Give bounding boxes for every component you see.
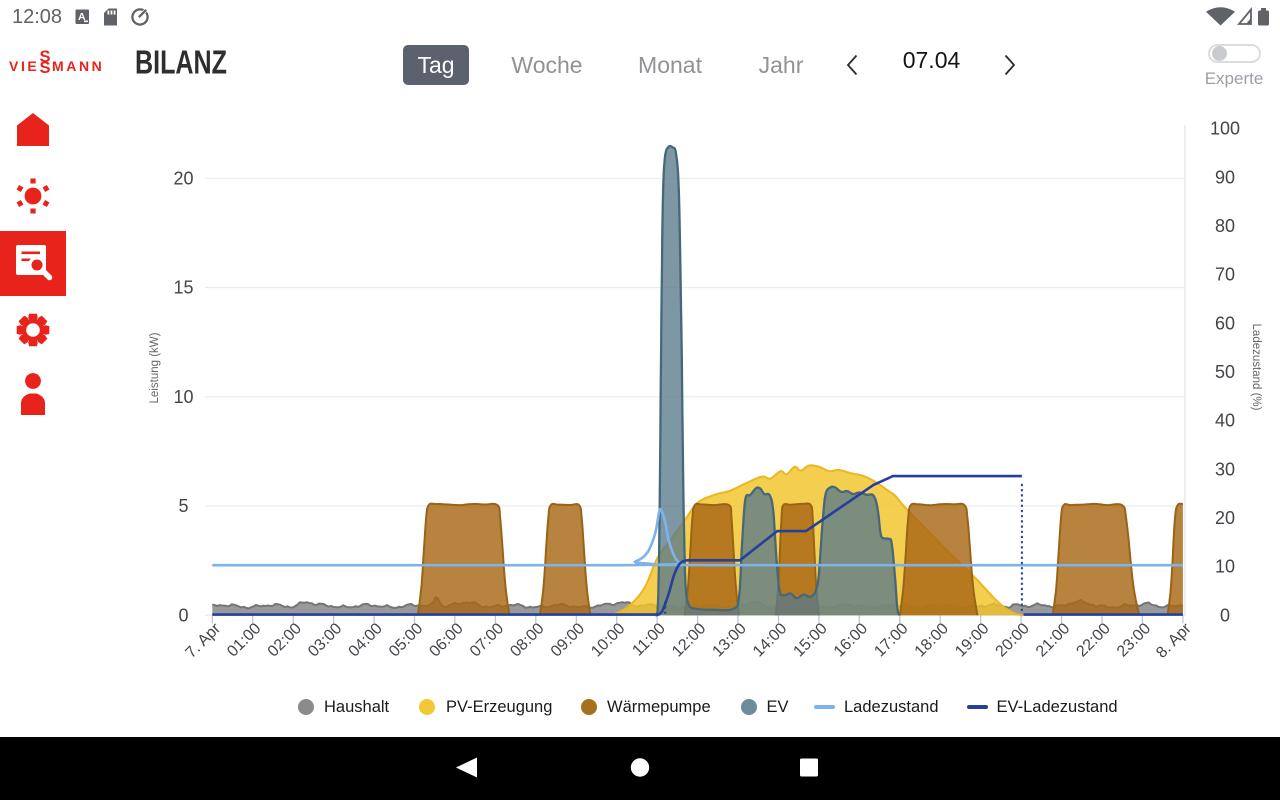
svg-text:11:00: 11:00 — [629, 620, 669, 660]
svg-text:14:00: 14:00 — [750, 620, 790, 660]
svg-text:70: 70 — [1215, 265, 1235, 285]
svg-text:10:00: 10:00 — [588, 620, 628, 660]
svg-text:S: S — [40, 59, 51, 77]
svg-text:20:00: 20:00 — [993, 620, 1033, 660]
svg-text:8. Apr: 8. Apr — [1153, 620, 1195, 662]
svg-text:15:00: 15:00 — [790, 620, 830, 660]
svg-text:02:00: 02:00 — [265, 620, 305, 660]
svg-text:80: 80 — [1215, 216, 1235, 236]
svg-text:100: 100 — [1210, 119, 1240, 139]
svg-text:90: 90 — [1215, 167, 1235, 187]
svg-text:MANN: MANN — [52, 58, 104, 74]
svg-text:16:00: 16:00 — [831, 620, 871, 660]
svg-text:19:00: 19:00 — [952, 620, 992, 660]
svg-text:30: 30 — [1215, 459, 1235, 479]
svg-text:0: 0 — [178, 605, 188, 625]
svg-text:10: 10 — [1215, 557, 1235, 577]
svg-text:A: A — [78, 11, 86, 23]
svg-text:01:00: 01:00 — [224, 620, 264, 660]
svg-text:08:00: 08:00 — [507, 620, 547, 660]
svg-text:04:00: 04:00 — [346, 620, 386, 660]
svg-text:Ladezustand (%): Ladezustand (%) — [1250, 324, 1262, 411]
svg-text:05:00: 05:00 — [386, 620, 426, 660]
svg-text:S: S — [40, 48, 51, 66]
svg-text:7. Apr: 7. Apr — [183, 620, 225, 662]
svg-text:03:00: 03:00 — [305, 620, 345, 660]
svg-text:17:00: 17:00 — [871, 620, 911, 660]
svg-text:07:00: 07:00 — [467, 620, 507, 660]
svg-text:09:00: 09:00 — [548, 620, 588, 660]
svg-text:BILANZ: BILANZ — [135, 44, 227, 81]
svg-text:40: 40 — [1215, 411, 1235, 431]
svg-text:06:00: 06:00 — [426, 620, 466, 660]
svg-text:12:00: 12:00 — [669, 620, 709, 660]
svg-text:Leistung (kW): Leistung (kW) — [149, 332, 161, 403]
svg-text:50: 50 — [1215, 362, 1235, 382]
svg-text:20: 20 — [1215, 508, 1235, 528]
svg-text:22:00: 22:00 — [1073, 620, 1113, 660]
svg-text:20: 20 — [173, 168, 193, 188]
svg-text:21:00: 21:00 — [1033, 620, 1073, 660]
svg-text:60: 60 — [1215, 313, 1235, 333]
svg-text:VIE: VIE — [9, 58, 39, 74]
svg-text:23:00: 23:00 — [1114, 620, 1154, 660]
svg-text:15: 15 — [173, 278, 193, 298]
svg-text:18:00: 18:00 — [912, 620, 952, 660]
svg-text:10: 10 — [173, 387, 193, 407]
svg-text:0: 0 — [1220, 605, 1230, 625]
svg-text:13:00: 13:00 — [709, 620, 749, 660]
svg-text:5: 5 — [178, 496, 188, 516]
